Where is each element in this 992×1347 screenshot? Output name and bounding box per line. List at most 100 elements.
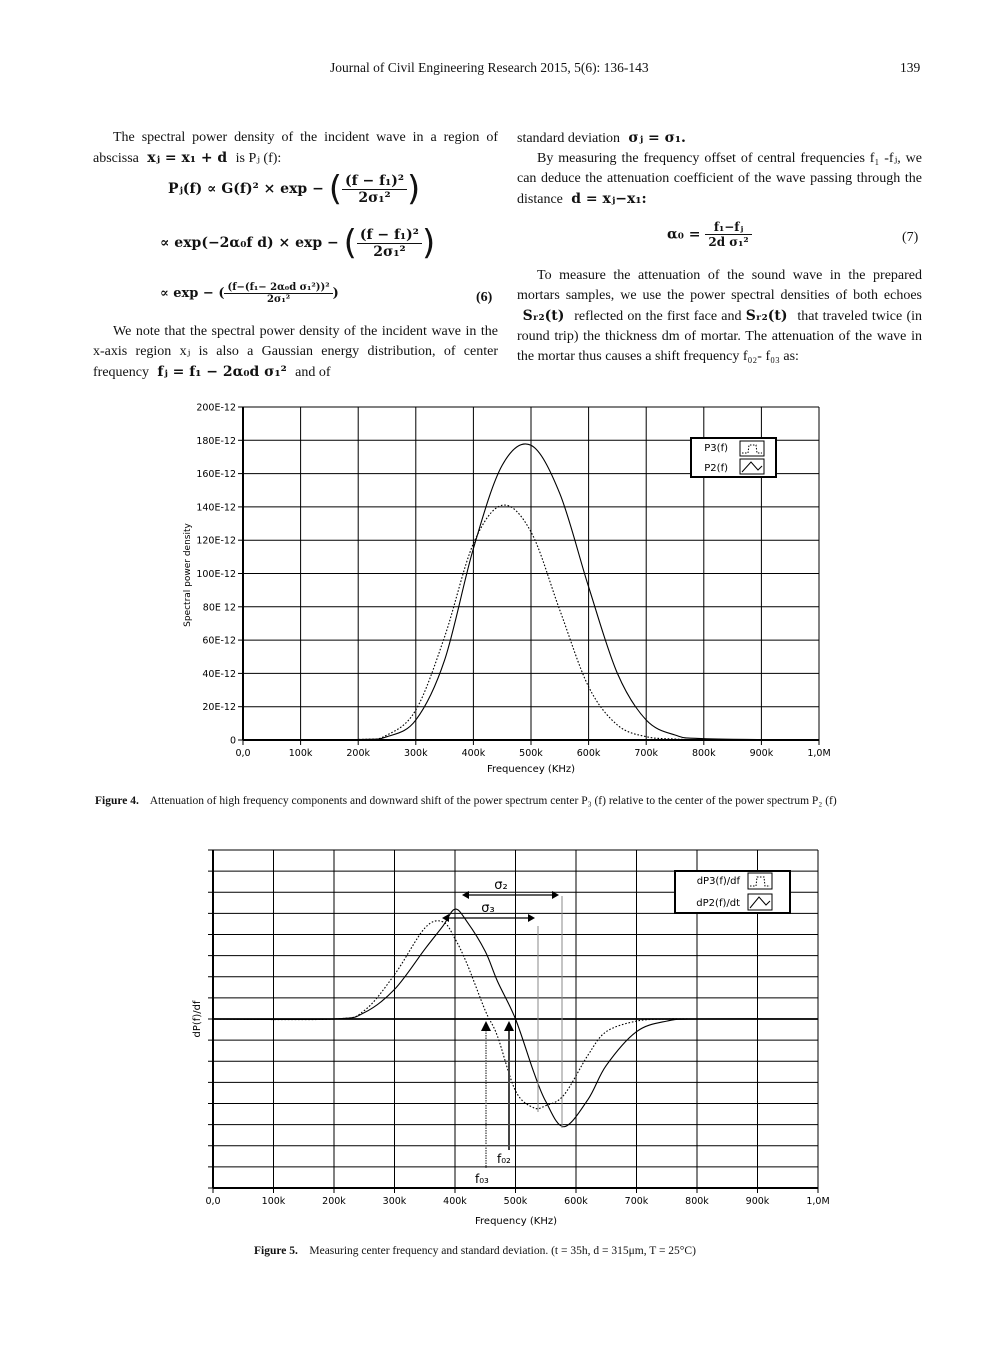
eq-denominator: 2σ₁²	[373, 243, 406, 260]
text: that traveled twice (in round trip) the …	[517, 309, 922, 364]
svg-text:200k: 200k	[322, 1196, 346, 1207]
eq-denominator: 2σ₁²	[358, 189, 391, 206]
text: is Pⱼ (f):	[235, 151, 282, 166]
page-number: 139	[900, 60, 921, 75]
svg-text:900k: 900k	[746, 1196, 770, 1207]
equation-6-line-1: Pⱼ(f) ∝ G(f)² × exp − ((f − f₁)² 2σ₁²)	[168, 169, 421, 209]
sigma3-label: σ₃	[481, 901, 494, 916]
running-head: Journal of Civil Engineering Research 20…	[330, 60, 649, 75]
chart2-legend: dP3(f)/df dP2(f)/dt	[674, 870, 791, 914]
chart1-y-axis-label: Spectral power density	[183, 522, 193, 626]
svg-text:600k: 600k	[564, 1196, 588, 1207]
paragraph-incident-wave: The spectral power density of the incide…	[93, 128, 498, 169]
eq-numerator: (f − f₁)²	[356, 227, 422, 244]
text: and of	[295, 365, 331, 380]
figure-5-caption: Figure 5. Measuring center frequency and…	[254, 1243, 854, 1259]
text: reflected on the first face and	[574, 309, 742, 324]
svg-text:0,0: 0,0	[235, 748, 250, 759]
chart2-y-axis-label: dP(f)/df	[192, 1000, 203, 1037]
svg-text:100E-12: 100E-12	[196, 569, 236, 580]
svg-text:900k: 900k	[750, 748, 774, 759]
svg-text:700k: 700k	[634, 748, 658, 759]
caption-text: Measuring center frequency and standard …	[309, 1245, 696, 1257]
caption-label: Figure 5.	[254, 1245, 298, 1257]
chart1-legend: P3(f) P2(f)	[690, 437, 777, 478]
svg-text:80E 12: 80E 12	[203, 602, 236, 613]
figure-5-chart: 0,0 100k 200k 300k 400k 500k 600k 700k 800k 900k 1…	[192, 849, 830, 1227]
svg-text:20E-12: 20E-12	[202, 702, 236, 713]
legend-dp3-label: dP3(f)/df	[697, 876, 741, 887]
equation-7-number: (7)	[902, 230, 919, 245]
chart2-x-axis-label: Frequency (KHz)	[475, 1216, 557, 1227]
right-column-bottom: To measure the attenuation of the sound …	[517, 266, 922, 367]
legend-dotted-swatch-icon	[747, 872, 773, 890]
legend-dotted-swatch-icon	[739, 440, 765, 457]
equation-7: α₀ = f₁−fⱼ 2d σ₁²	[667, 220, 752, 249]
chart1-curves	[242, 443, 820, 741]
chart2-annotations: σ₂ σ₃ f₀₂ f₀₃	[442, 878, 563, 1186]
legend-dp2-label: dP2(f)/dt	[696, 898, 740, 909]
svg-text:800k: 800k	[685, 1196, 709, 1207]
inline-equation: Sᵣ₂(t)	[745, 308, 788, 324]
eq-lhs: Pⱼ(f) ∝ G(f)² × exp −	[168, 181, 324, 197]
svg-text:500k: 500k	[504, 1196, 528, 1207]
svg-text:0: 0	[230, 736, 236, 747]
svg-text:200E-12: 200E-12	[196, 403, 236, 414]
sigma2-label: σ₂	[494, 878, 507, 893]
figure-4-caption: Figure 4. Attenuation of high frequency …	[95, 793, 925, 809]
text: standard deviation	[517, 131, 621, 146]
right-column: standard deviation σⱼ = σ₁. By measuring…	[517, 128, 922, 210]
svg-text:40E-12: 40E-12	[202, 669, 236, 680]
svg-text:0,0: 0,0	[205, 1196, 220, 1207]
chart2-curves	[212, 908, 819, 1128]
eq-numerator: f₁−fⱼ	[705, 220, 752, 235]
svg-text:800k: 800k	[692, 748, 716, 759]
text: By measuring the frequency offset of cen…	[517, 151, 922, 207]
paragraph-std-dev: standard deviation σⱼ = σ₁.	[517, 128, 922, 149]
text: To measure the attenuation of the sound …	[517, 268, 922, 303]
curve-dp2-f-df	[212, 908, 819, 1128]
chart1-x-axis-label: Frequencey (KHz)	[487, 764, 575, 775]
svg-text:120E-12: 120E-12	[196, 536, 236, 547]
chart2-grid	[208, 849, 819, 1193]
paragraph-frequency-offset: By measuring the frequency offset of cen…	[517, 149, 922, 210]
svg-text:100k: 100k	[262, 1196, 286, 1207]
inline-equation: σⱼ = σ₁.	[628, 130, 686, 146]
f03-label: f₀₃	[475, 1172, 489, 1186]
svg-text:600k: 600k	[577, 748, 601, 759]
svg-text:1,0M: 1,0M	[807, 748, 830, 759]
svg-text:60E-12: 60E-12	[202, 636, 236, 647]
inline-equation: d = xⱼ−x₁:	[571, 191, 647, 207]
svg-text:100k: 100k	[289, 748, 313, 759]
f02-label: f₀₂	[497, 1152, 511, 1166]
equation-6-line-3: ∝ exp − ((f−(f₁− 2α₀d σ₁²))² 2σ₁²)	[160, 282, 339, 305]
curve-p3-f-	[242, 504, 820, 741]
eq-close: )	[332, 286, 339, 301]
text: We note that the spectral power density …	[93, 324, 498, 380]
svg-text:300k: 300k	[404, 748, 428, 759]
eq-lhs: ∝ exp − (	[160, 286, 225, 301]
eq-numerator: (f−(f₁− 2α₀d σ₁²))²	[224, 282, 333, 294]
left-column-bottom: We note that the spectral power density …	[93, 322, 498, 383]
inline-equation: xⱼ = x₁ + d	[147, 150, 228, 166]
legend-p2-label: P2(f)	[704, 463, 728, 474]
svg-text:300k: 300k	[383, 1196, 407, 1207]
curve-p2-f-	[242, 443, 820, 741]
chart2-axis-labels: 0,0 100k 200k 300k 400k 500k 600k 700k 800k 900k 1…	[205, 1196, 829, 1207]
figure-4-chart: 0,0 100k 200k 300k 400k 500k 600k 700k 800k 900k 1…	[183, 403, 831, 776]
inline-equation: Sᵣ₂(t)	[522, 308, 565, 324]
left-column: The spectral power density of the incide…	[93, 128, 498, 169]
equation-6-line-2: ∝ exp(−2α₀f d) × exp − ((f − f₁)² 2σ₁²)	[160, 223, 436, 263]
chart1-axis-labels: 0,0 100k 200k 300k 400k 500k 600k 700k 800k 900k 1…	[196, 403, 830, 760]
paragraph-measure-attenuation: To measure the attenuation of the sound …	[517, 266, 922, 367]
legend-p3-label: P3(f)	[704, 443, 728, 454]
svg-text:140E-12: 140E-12	[196, 502, 236, 513]
caption-text: Attenuation of high frequency components…	[149, 795, 837, 807]
svg-text:180E-12: 180E-12	[196, 436, 236, 447]
svg-text:200k: 200k	[346, 748, 370, 759]
svg-text:1,0M: 1,0M	[806, 1196, 829, 1207]
inline-equation: fⱼ = f₁ − 2α₀d σ₁²	[157, 364, 287, 380]
eq-numerator: (f − f₁)²	[341, 173, 408, 190]
eq-denominator: 2σ₁²	[267, 294, 291, 305]
svg-text:160E-12: 160E-12	[196, 469, 236, 480]
